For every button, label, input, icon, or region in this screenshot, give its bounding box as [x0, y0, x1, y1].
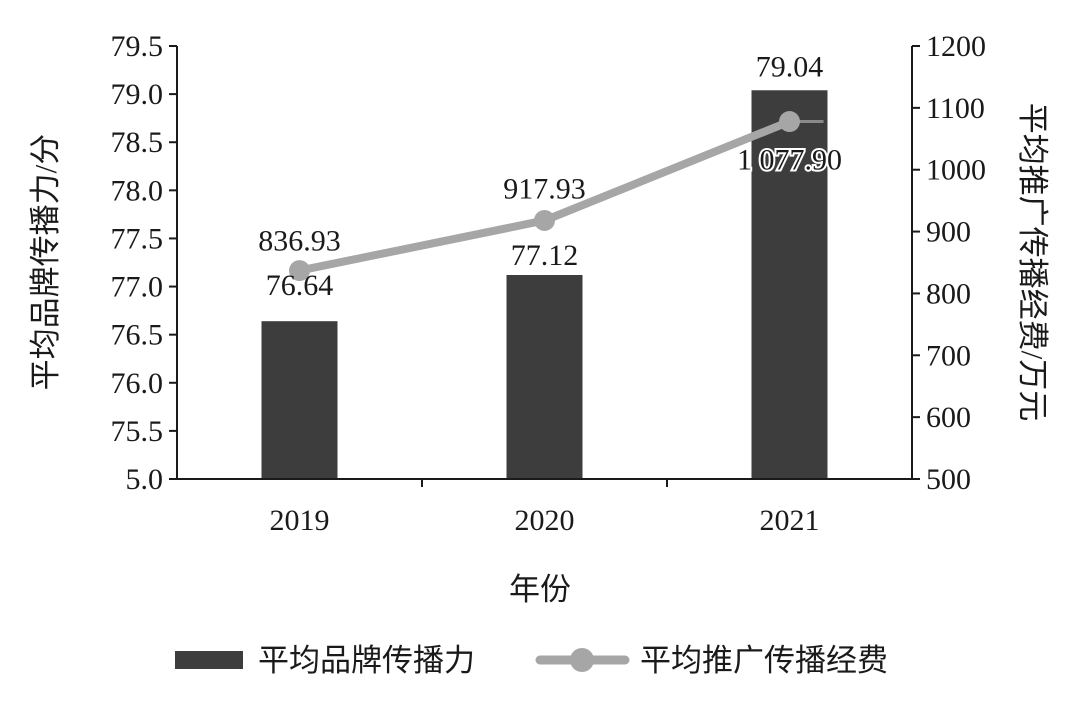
left-tick-label: 78.0: [111, 174, 164, 207]
bar-value-label: 77.12: [511, 239, 579, 272]
left-tick-label: 5.0: [126, 463, 164, 496]
x-tick-label: 2020: [515, 504, 575, 537]
line-point-2019: [289, 260, 310, 282]
x-tick-label: 2019: [270, 504, 330, 537]
right-tick-label: 1100: [926, 92, 985, 125]
line-point-2021: [779, 111, 800, 133]
legend: 平均品牌传播力 平均推广传播经费: [175, 643, 888, 678]
line-value-label: 1 077.90: [737, 144, 842, 177]
legend-label-line: 平均推广传播经费: [640, 643, 888, 678]
left-axis-title: 平均品牌传播力/分: [28, 134, 63, 391]
right-tick-label: 700: [926, 339, 971, 372]
bar-2021: [751, 90, 828, 480]
left-tick-label: 77.5: [111, 222, 164, 255]
left-tick-label: 77.0: [111, 271, 164, 304]
right-tick-label: 500: [926, 463, 971, 496]
bar-series: [261, 90, 828, 480]
left-tick-label: 76.5: [111, 319, 164, 352]
data-labels: 76.64 77.12 79.04 836.93 917.93 1 077.90: [258, 50, 844, 302]
right-axis-title: 平均推广传播经费/万元: [1015, 103, 1050, 422]
line-series: [289, 111, 824, 282]
line-value-label: 836.93: [258, 225, 341, 258]
x-axis-title: 年份: [509, 572, 571, 607]
line-point-2020: [534, 209, 555, 231]
bar-2019: [261, 321, 338, 479]
bar-2020: [506, 275, 583, 479]
bar-value-label: 76.64: [266, 269, 334, 302]
right-tick-label: 900: [926, 216, 971, 249]
right-tick-label: 1000: [926, 154, 986, 187]
right-tick-label: 1200: [926, 30, 986, 63]
left-tick-label: 79.5: [111, 30, 164, 63]
left-tick-label: 79.0: [111, 78, 164, 111]
right-tick-label: 800: [926, 277, 971, 310]
bar-value-label: 79.04: [756, 50, 824, 83]
line-value-label: 917.93: [503, 172, 586, 205]
axes: 5.0 75.5 76.0 76.5 77.0 77.5 78.0 78.5 79.0 79.5 5…: [111, 30, 987, 537]
legend-label-bar: 平均品牌传播力: [258, 643, 475, 678]
legend-swatch-bar: [175, 651, 243, 669]
legend-swatch-marker: [570, 648, 594, 672]
left-tick-label: 75.5: [111, 415, 164, 448]
left-tick-label: 76.0: [111, 367, 164, 400]
left-tick-label: 78.5: [111, 126, 164, 159]
x-tick-label: 2021: [760, 504, 820, 537]
right-tick-label: 600: [926, 401, 971, 434]
